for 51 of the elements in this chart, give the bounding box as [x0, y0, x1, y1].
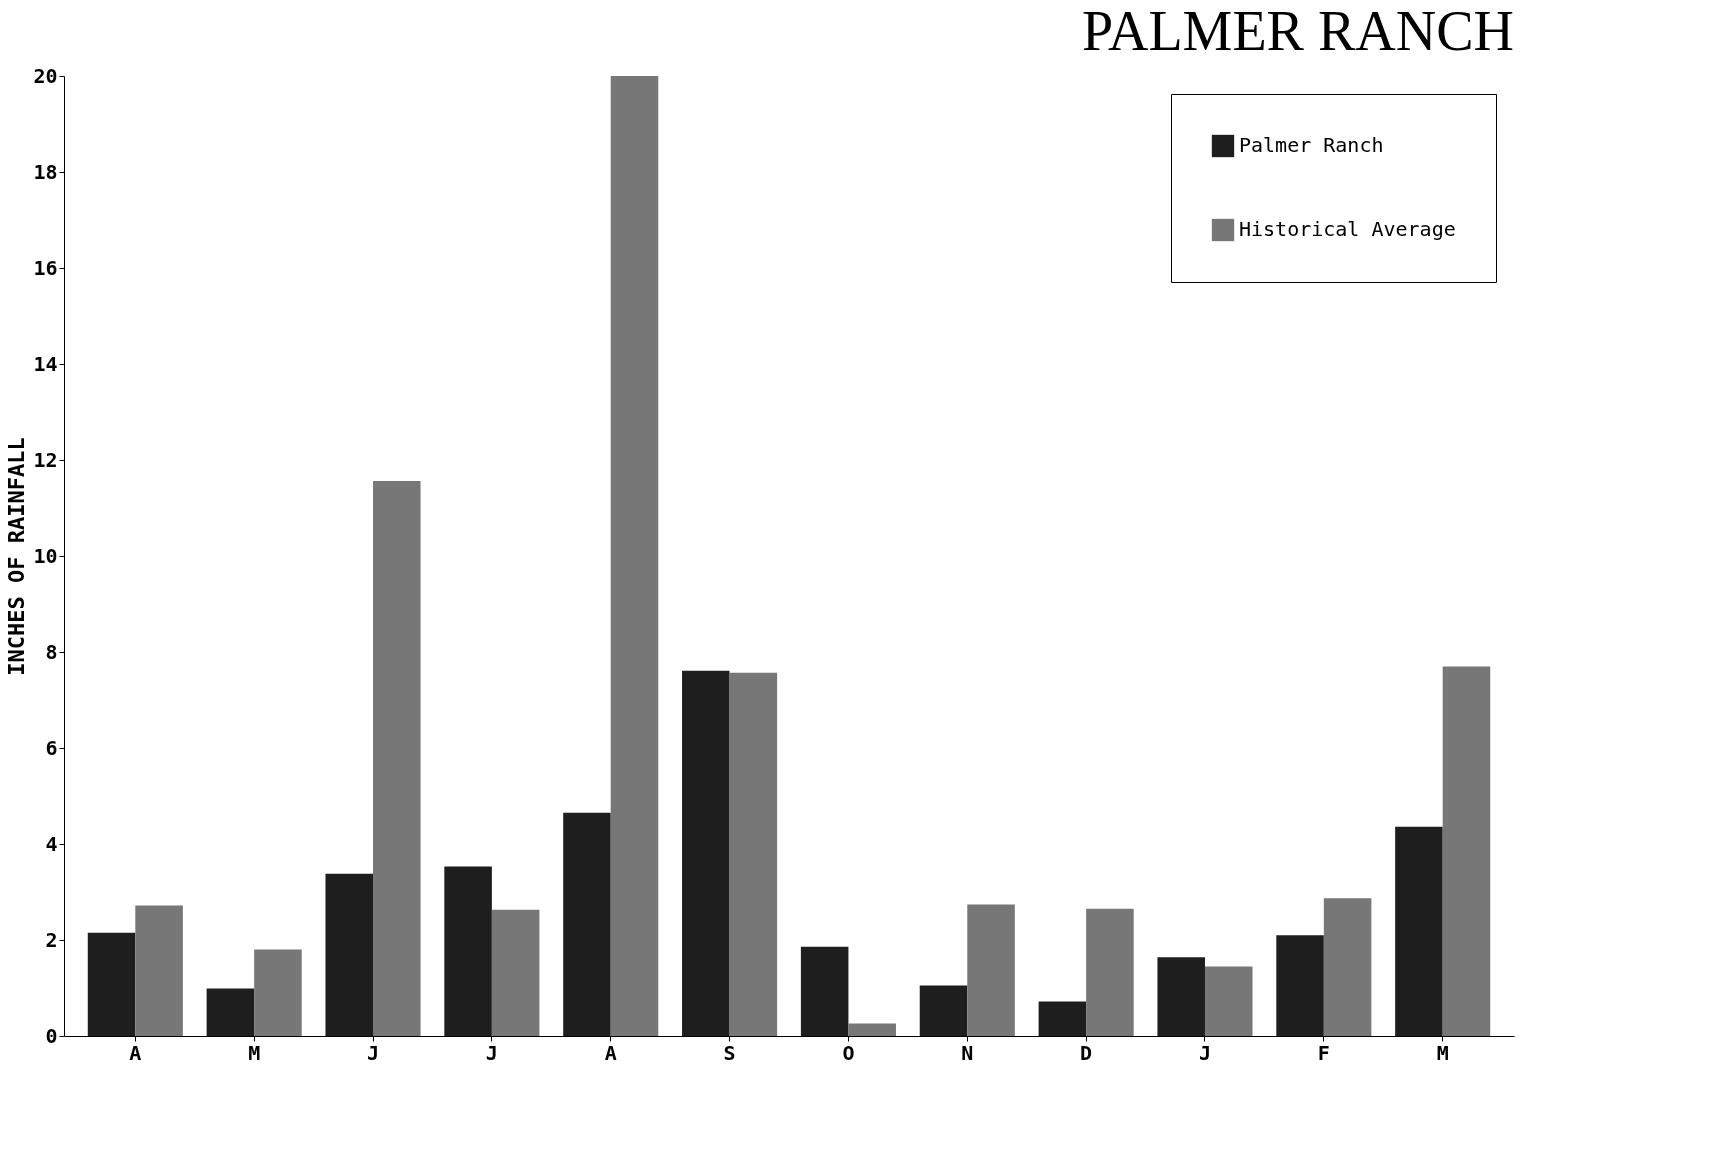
y-tick-label: 0	[45, 1023, 58, 1048]
bar	[135, 905, 183, 1036]
bar	[325, 873, 374, 1036]
x-tick-label: O	[842, 1040, 855, 1065]
bar	[1086, 908, 1134, 1036]
x-tick-label: A	[129, 1040, 142, 1065]
y-tick-label: 6	[45, 735, 58, 760]
x-tick-label: J	[366, 1040, 380, 1065]
bar	[206, 988, 255, 1036]
bar	[1157, 957, 1205, 1036]
x-tick-label: J	[485, 1040, 498, 1065]
y-tick-label: 8	[45, 639, 58, 664]
bar	[729, 672, 778, 1036]
y-tick-label: 20	[33, 63, 58, 88]
x-tick-label: M	[248, 1040, 261, 1065]
x-tick-label: D	[1080, 1040, 1093, 1065]
chart-title: PALMER RANCH	[1081, 0, 1514, 62]
x-tick-label: S	[723, 1040, 736, 1065]
bar	[1276, 935, 1324, 1036]
bar	[1442, 666, 1491, 1036]
bar	[1323, 898, 1372, 1036]
bar	[491, 909, 540, 1036]
bar	[444, 866, 492, 1036]
y-tick-label: 12	[33, 447, 58, 472]
y-tick-label: 10	[33, 543, 58, 568]
bar	[87, 932, 136, 1036]
y-axis-title: INCHES OF RAINFALL	[4, 437, 30, 676]
bar	[1204, 966, 1253, 1036]
bar	[848, 1023, 896, 1036]
bar	[800, 946, 849, 1036]
bar	[254, 949, 302, 1036]
legend-label: Historical Average	[1239, 217, 1456, 241]
x-tick-label: M	[1436, 1040, 1449, 1065]
bar	[610, 76, 659, 1036]
legend-label: Palmer Ranch	[1239, 133, 1384, 157]
x-tick-label: N	[961, 1040, 974, 1065]
x-tick-label: A	[604, 1040, 617, 1065]
bar	[1395, 826, 1443, 1036]
y-tick-label: 2	[45, 927, 58, 952]
x-tick-label: J	[1198, 1040, 1212, 1065]
bar	[967, 904, 1015, 1036]
x-tick-label: F	[1317, 1040, 1330, 1065]
y-tick-label: 4	[45, 831, 58, 856]
bar	[1038, 1001, 1087, 1036]
bar	[682, 670, 730, 1036]
y-tick-label: 18	[33, 159, 58, 184]
y-tick-label: 16	[33, 255, 58, 280]
y-tick-label: 14	[33, 351, 58, 376]
bar	[919, 985, 968, 1036]
bar	[373, 481, 421, 1036]
bar	[563, 812, 611, 1036]
